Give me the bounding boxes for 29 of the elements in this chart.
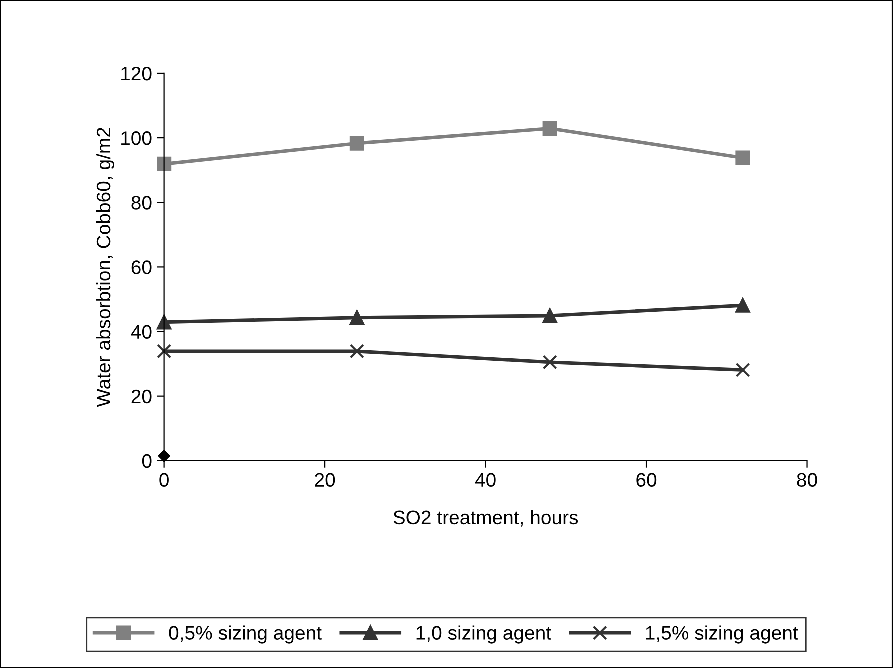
y-tick-label: 40	[131, 325, 152, 340]
y-tick-label: 120	[122, 66, 152, 81]
x-axis-title: SO2 treatment, hours	[394, 510, 578, 527]
point	[157, 156, 172, 172]
point	[157, 344, 172, 359]
x-tick-label: 60	[636, 473, 657, 488]
y-tick-label: 20	[132, 390, 152, 404]
x-tick-label: 0	[160, 473, 169, 488]
point	[542, 355, 558, 370]
point	[157, 315, 172, 330]
point	[350, 344, 364, 359]
y-axis-title: Water absorbtion, Cobb60, g/m2	[96, 128, 115, 408]
legend-label: 1,0 sizing agent	[416, 626, 552, 644]
point	[736, 362, 750, 378]
y-tick-label: 100	[122, 132, 152, 146]
y-tick-label: 0	[142, 454, 152, 468]
x-tick-label: 80	[797, 473, 818, 488]
point	[350, 310, 364, 326]
legend-label: 1,5% sizing agent	[646, 626, 798, 644]
x-tick-label: 40	[475, 473, 496, 488]
legend-label: 0,5% sizing agent	[169, 626, 322, 644]
y-tick-label: 80	[132, 196, 152, 210]
point	[736, 150, 750, 166]
point	[350, 136, 364, 151]
y-tick-label: 60	[132, 260, 152, 274]
x-tick-label: 20	[315, 473, 336, 488]
point	[542, 308, 558, 324]
point	[542, 121, 558, 136]
point	[736, 298, 750, 313]
